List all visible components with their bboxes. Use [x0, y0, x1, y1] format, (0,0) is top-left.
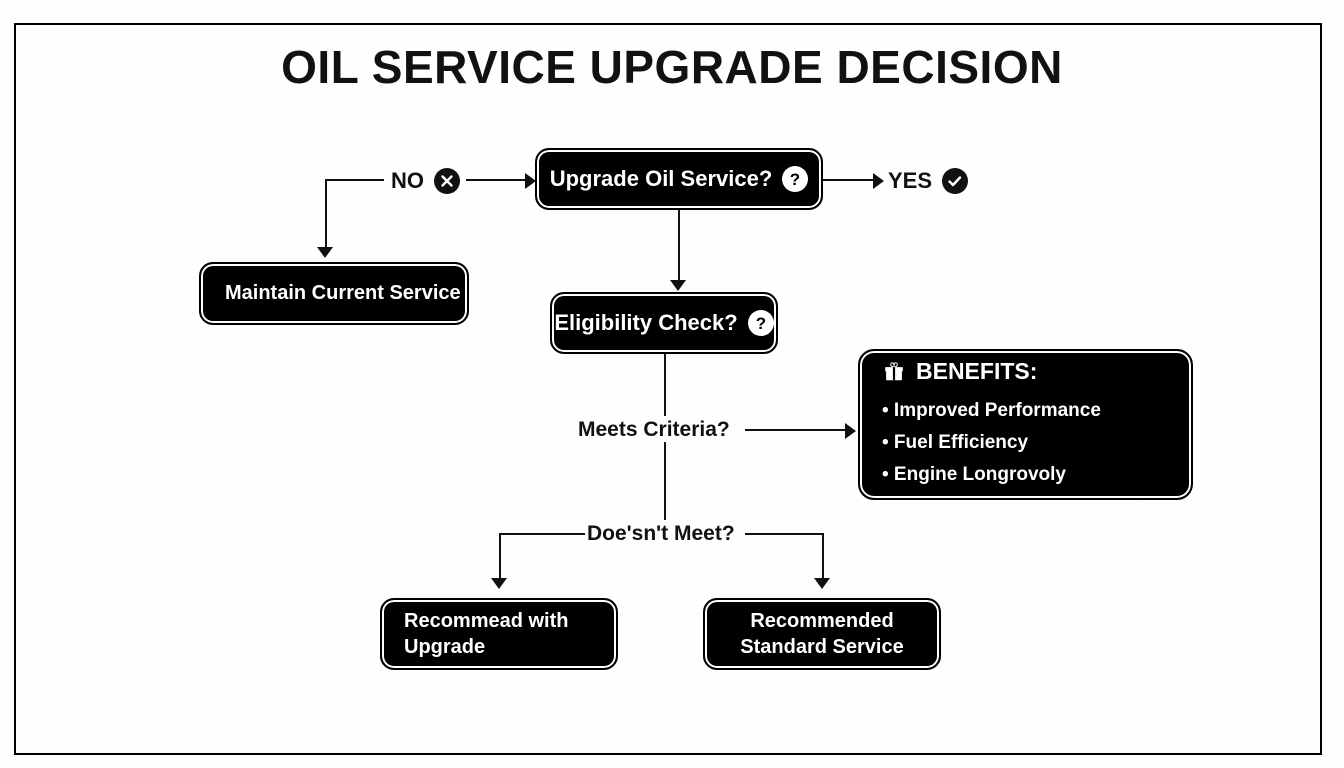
svg-text:?: ?	[790, 170, 800, 189]
svg-text:?: ?	[755, 314, 765, 333]
